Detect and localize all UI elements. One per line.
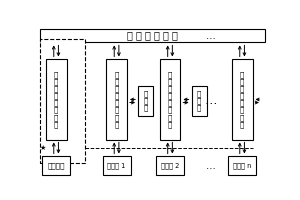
Bar xyxy=(191,86,207,116)
Text: 主处理器: 主处理器 xyxy=(47,162,65,169)
Bar xyxy=(232,59,253,140)
Text: …: … xyxy=(206,161,216,171)
Bar xyxy=(103,156,130,175)
Text: ★: ★ xyxy=(40,145,46,151)
Text: 存
储
器: 存 储 器 xyxy=(197,91,201,111)
Text: 单
炮
波
场
外
推
成
像: 单 炮 波 场 外 推 成 像 xyxy=(168,71,172,128)
Text: 存
储
器: 存 储 器 xyxy=(143,91,148,111)
Text: 处理器 n: 处理器 n xyxy=(233,162,251,169)
Text: …: … xyxy=(206,31,216,41)
Bar xyxy=(160,59,181,140)
Text: 处理器 2: 处理器 2 xyxy=(161,162,179,169)
Text: 数
据
分
配
任
务
调
度: 数 据 分 配 任 务 调 度 xyxy=(54,71,58,128)
Bar xyxy=(138,86,153,116)
Bar xyxy=(106,59,127,140)
Text: 处理器 1: 处理器 1 xyxy=(107,162,126,169)
Bar xyxy=(156,156,184,175)
Bar xyxy=(40,39,85,163)
Text: 单
炮
波
场
外
推
成
像: 单 炮 波 场 外 推 成 像 xyxy=(114,71,119,128)
Text: 单
炮
波
场
外
推
成
像: 单 炮 波 场 外 推 成 像 xyxy=(240,71,244,128)
Text: …: … xyxy=(205,94,217,107)
Bar xyxy=(42,156,70,175)
Bar xyxy=(228,156,256,175)
Text: 高 速 网 络 存 储: 高 速 网 络 存 储 xyxy=(127,31,178,41)
Bar xyxy=(40,29,266,42)
Bar xyxy=(46,59,67,140)
